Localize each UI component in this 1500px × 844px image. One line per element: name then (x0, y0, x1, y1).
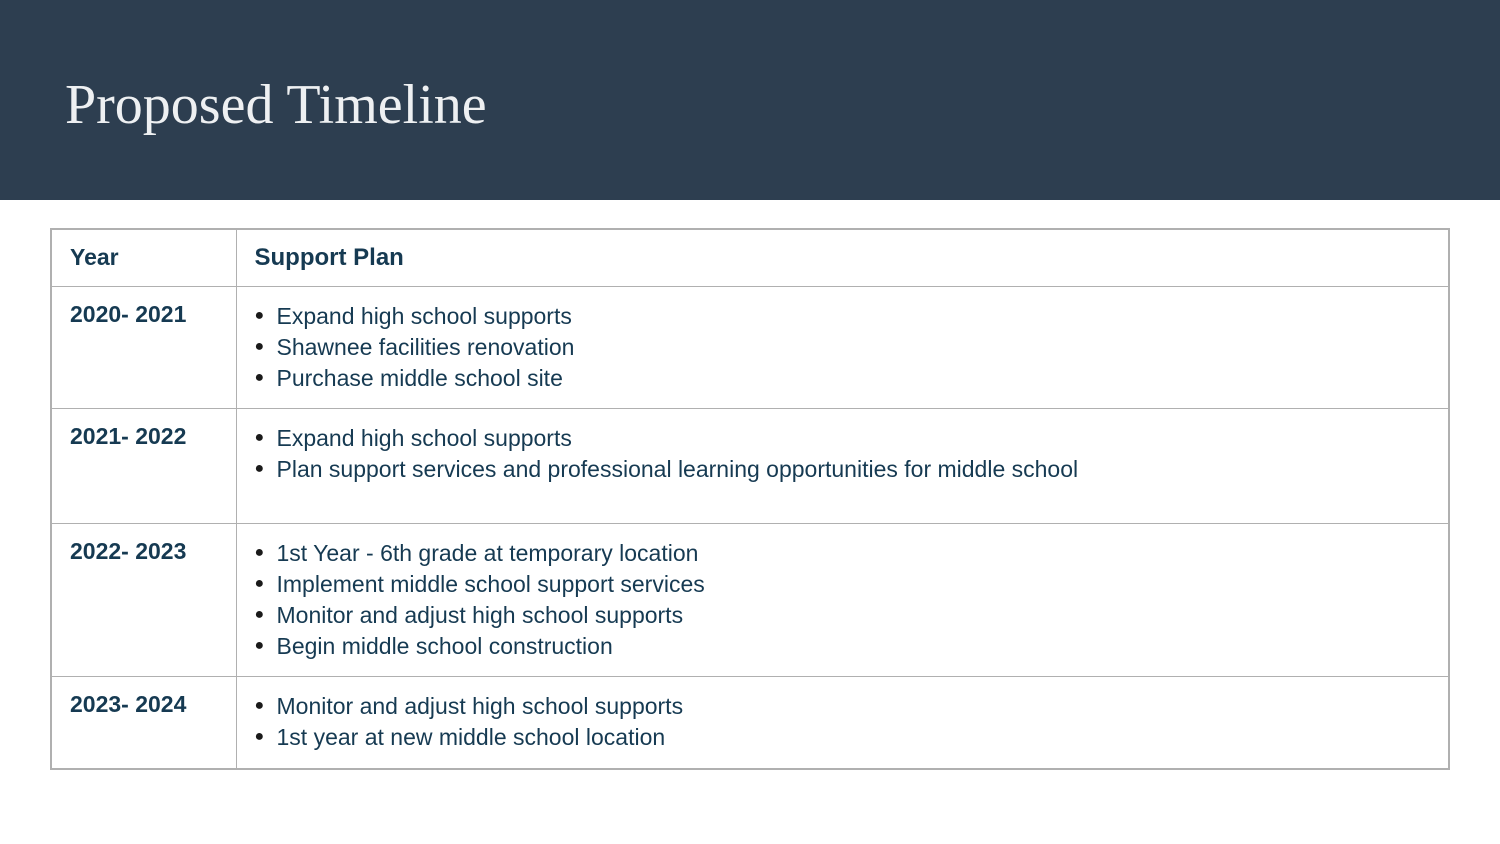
plan-list: Expand high school supports Shawnee faci… (255, 301, 1431, 394)
table-header-row: Year Support Plan (51, 229, 1449, 287)
list-item: 1st Year - 6th grade at temporary locati… (277, 538, 1431, 569)
slide-content: Year Support Plan 2020- 2021 Expand high… (0, 200, 1500, 798)
plan-cell: Expand high school supports Shawnee faci… (236, 287, 1449, 409)
table-row: 2022- 2023 1st Year - 6th grade at tempo… (51, 524, 1449, 677)
timeline-table: Year Support Plan 2020- 2021 Expand high… (50, 228, 1450, 770)
header-year: Year (51, 229, 236, 287)
list-item: Begin middle school construction (277, 631, 1431, 662)
header-plan: Support Plan (236, 229, 1449, 287)
list-item: Shawnee facilities renovation (277, 332, 1431, 363)
plan-list: Expand high school supports Plan support… (255, 423, 1431, 485)
plan-cell: Monitor and adjust high school supports … (236, 677, 1449, 769)
plan-list: 1st Year - 6th grade at temporary locati… (255, 538, 1431, 662)
slide-title: Proposed Timeline (65, 73, 487, 137)
plan-cell: 1st Year - 6th grade at temporary locati… (236, 524, 1449, 677)
year-cell: 2022- 2023 (51, 524, 236, 677)
list-item: Expand high school supports (277, 423, 1431, 454)
list-item: Plan support services and professional l… (277, 454, 1431, 485)
list-item: Purchase middle school site (277, 363, 1431, 394)
slide-header: Proposed Timeline (0, 0, 1500, 200)
plan-list: Monitor and adjust high school supports … (255, 691, 1431, 753)
list-item: Monitor and adjust high school supports (277, 600, 1431, 631)
list-item: Implement middle school support services (277, 569, 1431, 600)
table-row: 2023- 2024 Monitor and adjust high schoo… (51, 677, 1449, 769)
list-item: Expand high school supports (277, 301, 1431, 332)
year-cell: 2020- 2021 (51, 287, 236, 409)
table-row: 2021- 2022 Expand high school supports P… (51, 409, 1449, 524)
list-item: Monitor and adjust high school supports (277, 691, 1431, 722)
plan-cell: Expand high school supports Plan support… (236, 409, 1449, 524)
list-item: 1st year at new middle school location (277, 722, 1431, 753)
year-cell: 2023- 2024 (51, 677, 236, 769)
year-cell: 2021- 2022 (51, 409, 236, 524)
table-row: 2020- 2021 Expand high school supports S… (51, 287, 1449, 409)
